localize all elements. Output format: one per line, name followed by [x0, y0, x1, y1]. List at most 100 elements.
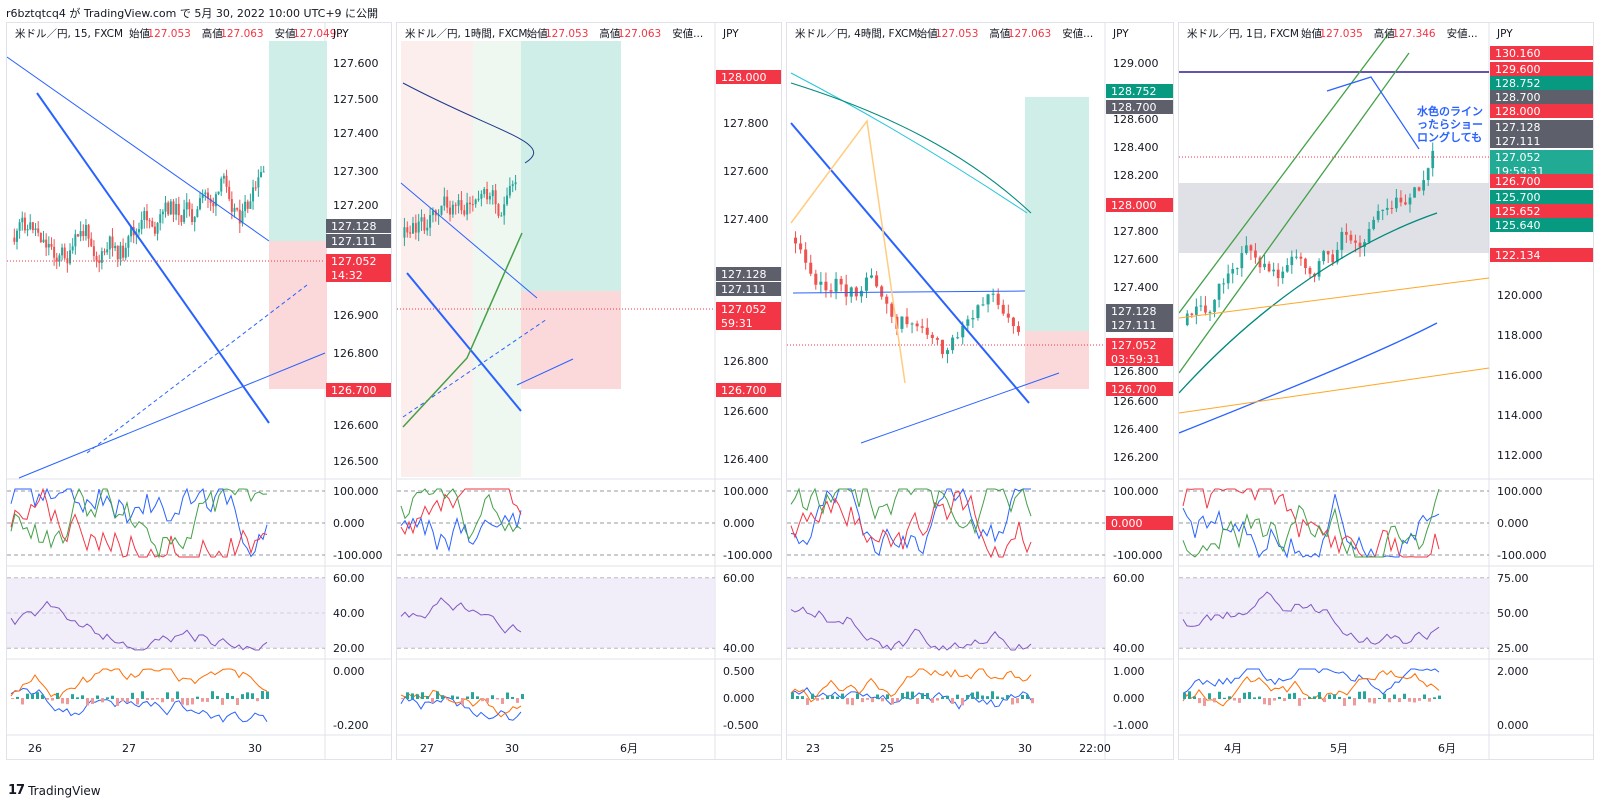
macd-histogram-bar [941, 696, 944, 699]
candle-body [951, 337, 955, 351]
macd-histogram-bar [401, 698, 404, 700]
macd-histogram-bar [841, 693, 844, 699]
macd-histogram-bar [806, 698, 809, 705]
osc-tag-label: 0.000 [1111, 517, 1143, 530]
osc-line [400, 488, 522, 540]
ohlc-value: 127.053 [935, 28, 978, 40]
macd-histogram-bar [21, 698, 24, 705]
candle-body [76, 234, 79, 237]
candle-body [124, 247, 127, 258]
y-tick-label: 129.000 [1113, 57, 1159, 70]
price-tag-label: 126.700 [1111, 383, 1157, 396]
candle-body [201, 194, 204, 199]
macd-histogram-bar [466, 696, 469, 699]
macd-histogram-bar [131, 692, 134, 699]
price-tag-label: 126.700 [331, 384, 377, 397]
macd-histogram-bar [871, 698, 874, 703]
price-tag-label: 128.000 [1111, 199, 1157, 212]
osc-line [1182, 488, 1440, 558]
candle-body [900, 316, 904, 329]
macd-histogram-bar [106, 697, 109, 699]
chart-panel-4h[interactable]: 米ドル／円, 4時間, FXCM 始値 127.053 高値 127.063 安値... J… [786, 22, 1174, 760]
candle-body [1395, 197, 1398, 209]
osc-tick-label: 60.00 [333, 572, 365, 585]
ohlc-value: 127.035 [1319, 28, 1362, 40]
osc-tick-label: -100.000 [333, 549, 382, 562]
price-tag-gray [1106, 100, 1173, 114]
candle-body [1222, 283, 1225, 285]
macd-histogram-bar [916, 698, 919, 704]
macd-histogram-bar [1278, 696, 1281, 699]
candle-body [875, 275, 879, 287]
candle-body [1272, 269, 1275, 272]
candle-body [409, 232, 412, 234]
macd-histogram-bar [801, 696, 804, 699]
candle-body [148, 220, 151, 222]
osc-line [10, 487, 268, 558]
osc-tick-label: 50.00 [1497, 607, 1529, 620]
candle-body [403, 227, 406, 238]
candle-body [111, 236, 114, 249]
candle-body [1258, 257, 1262, 268]
macd-histogram-bar [946, 695, 949, 699]
macd-histogram-bar [856, 693, 859, 699]
macd-histogram-bar [1218, 691, 1221, 699]
chart-panel-1d[interactable]: 米ドル／円, 1日, FXCM 始値 127.035 高値 127.346 安値... JP… [1178, 22, 1594, 760]
candle-body [1354, 240, 1357, 243]
macd-histogram-bar [1188, 691, 1191, 699]
price-tag-red [1106, 338, 1173, 366]
osc-tick-label: 0.500 [723, 665, 755, 678]
candle-body [1267, 263, 1271, 272]
macd-histogram-bar [1021, 695, 1024, 699]
macd-histogram-bar [431, 698, 434, 703]
candle-body [50, 243, 53, 247]
price-tag-label: 128.000 [721, 71, 767, 84]
candle-body [241, 210, 244, 224]
candle-body [61, 247, 64, 256]
osc-line [1182, 488, 1440, 558]
candle-body [169, 201, 172, 215]
macd-histogram-bar [1253, 697, 1256, 699]
candle-body [31, 222, 34, 231]
macd-histogram-bar [491, 695, 494, 699]
macd-histogram-bar [446, 698, 449, 700]
chart-panel-1h[interactable]: 米ドル／円, 1時間, FXCM 始値 127.053 高値 127.063 安値... J… [396, 22, 782, 760]
macd-histogram-bar [171, 698, 174, 702]
candle-body [483, 188, 486, 194]
y-tick-label: 118.000 [1497, 329, 1543, 342]
candle-body [870, 275, 874, 278]
candle-body [1208, 311, 1212, 313]
macd-histogram-bar [451, 695, 454, 699]
candle-body [1340, 231, 1344, 250]
moving-average-2 [790, 82, 1032, 214]
macd-histogram-bar [1328, 694, 1331, 699]
ohlc-value: 安値... [672, 27, 703, 40]
price-tag-label: 125.652 [1495, 205, 1541, 218]
candle-body [925, 327, 929, 335]
candle-body [474, 199, 477, 205]
candle-body [116, 245, 119, 260]
candle-body [23, 217, 26, 231]
candle-body [246, 201, 249, 209]
price-tag-label: 126.700 [1495, 175, 1541, 188]
macd-histogram-bar [956, 694, 959, 699]
macd-histogram-bar [1228, 696, 1231, 699]
trend-line-steep [36, 92, 270, 424]
candle-body [971, 318, 975, 320]
price-tag-red [326, 383, 391, 397]
candle-body [1326, 251, 1330, 255]
candle-body [1404, 202, 1407, 205]
candle-body [819, 281, 823, 285]
tradingview-footer[interactable]: 17 TradingView [8, 783, 101, 798]
candle-body [167, 202, 170, 215]
macd-histogram-bar [861, 698, 864, 703]
chart-panel-15m[interactable]: 米ドル／円, 15, FXCM 始値 127.053 高値 127.063 安値 127.0… [6, 22, 392, 760]
price-tag-red [326, 254, 391, 282]
macd-histogram-bar [86, 698, 89, 706]
stop-loss-zone [521, 291, 621, 389]
y-tick-label: 126.600 [1113, 395, 1159, 408]
osc-tick-label: -0.200 [333, 719, 368, 732]
x-tick-label: 5月 [1330, 742, 1348, 755]
